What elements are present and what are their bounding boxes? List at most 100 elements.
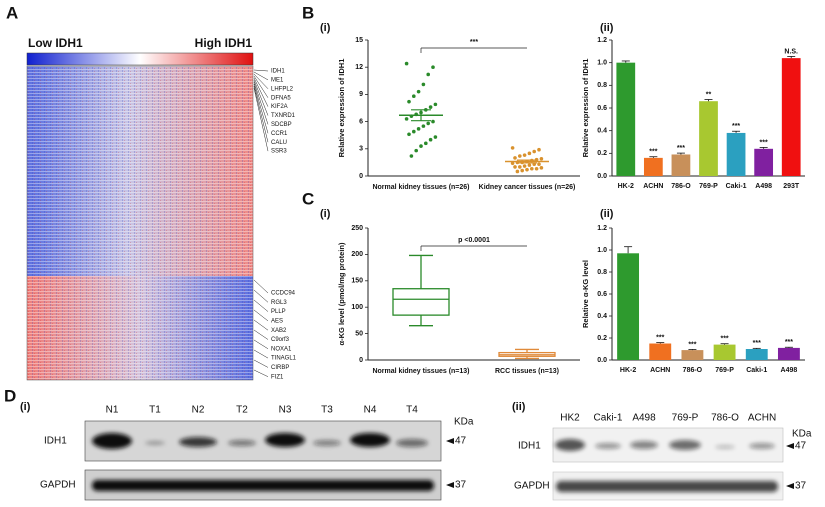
panel-sublabel: (ii) [600, 22, 614, 34]
data-point [433, 135, 438, 139]
y-tick-label: 0.0 [597, 173, 607, 180]
panel-label: A [6, 3, 18, 22]
y-tick-label: 200 [351, 251, 363, 258]
x-tick-label: Caki-1 [746, 367, 767, 374]
data-point [510, 146, 515, 150]
y-tick-label: 9 [359, 91, 363, 98]
bar [617, 253, 640, 360]
data-point [431, 119, 435, 124]
blot-bands [92, 433, 778, 492]
data-point [510, 161, 515, 166]
panel-sublabel: (ii) [600, 208, 614, 220]
x-tick-label: 769-P [715, 367, 734, 374]
data-point [518, 165, 522, 169]
leader-line [253, 299, 269, 312]
comparison-label: p <0.0001 [458, 237, 490, 244]
data-point [428, 137, 433, 142]
significance-label: N.S. [784, 48, 798, 55]
x-tick-label: HK-2 [618, 183, 634, 190]
lane-label: 769-P [672, 413, 699, 424]
lane-label: Caki-1 [594, 413, 623, 424]
data-point [527, 163, 532, 167]
y-tick-label: 1.0 [597, 60, 607, 67]
y-axis-label: α-KG level (pmol/mg protein) [337, 242, 346, 345]
blot-membrane [552, 427, 784, 463]
significance-label: *** [785, 339, 793, 346]
lane-label: T2 [236, 405, 248, 416]
leader-line [253, 69, 269, 72]
lane-label: ACHN [748, 413, 776, 424]
blot-membrane [552, 471, 784, 501]
leader-line [253, 339, 269, 350]
y-tick-label: 0.0 [597, 357, 607, 364]
bar [643, 157, 663, 176]
heatmap-texture [26, 65, 254, 381]
data-point [416, 127, 421, 131]
significance-label: *** [753, 340, 761, 347]
lane-label: 786-O [711, 413, 739, 424]
data-point [404, 117, 409, 121]
leader-line [253, 349, 269, 359]
leader-line [253, 85, 269, 143]
data-point [513, 165, 517, 169]
gene-label: CIRBP [271, 365, 289, 371]
marker-arrow [446, 438, 454, 444]
leader-line [253, 73, 269, 89]
x-tick-label: A498 [781, 367, 798, 374]
panel-label: B [302, 3, 314, 22]
lane-label: N1 [106, 405, 119, 416]
leader-line [253, 81, 269, 125]
gene-label: CALU [271, 140, 287, 146]
y-tick-label: 50 [355, 330, 363, 337]
bar [681, 350, 704, 360]
leader-line [253, 71, 269, 81]
marker-arrow [446, 482, 454, 488]
data-point [518, 154, 522, 158]
y-tick-label: 0.8 [597, 269, 607, 276]
x-tick-label: Normal kidney tissues (n=13) [372, 368, 469, 375]
y-tick-label: 0.4 [597, 128, 607, 135]
y-tick-label: 100 [351, 304, 363, 311]
marker-label: 37 [795, 481, 807, 492]
data-point [416, 89, 421, 94]
x-tick-label: Normal kidney tissues (n=26) [372, 184, 469, 191]
gene-label: XAB2 [271, 328, 287, 334]
y-tick-label: 0.2 [597, 150, 607, 157]
bar [616, 62, 636, 176]
significance-label: *** [760, 139, 768, 146]
panel-label: D [4, 386, 16, 405]
panel-sublabel: (ii) [512, 401, 526, 413]
color-scale [26, 52, 254, 66]
row-label: IDH1 [44, 436, 67, 447]
lane-label: T3 [321, 405, 333, 416]
data-point [530, 166, 534, 171]
y-tick-label: 150 [351, 278, 363, 285]
y-tick-label: 1.0 [597, 247, 607, 254]
box [392, 288, 450, 316]
x-tick-label: Kidney cancer tissues (n=26) [479, 184, 576, 191]
y-tick-label: 0.2 [597, 335, 607, 342]
panel-sublabel: (i) [20, 401, 31, 413]
y-tick-label: 3 [359, 146, 363, 153]
gene-label: C9orf3 [271, 337, 290, 343]
y-tick-label: 1.2 [597, 37, 607, 44]
leader-line [253, 369, 269, 377]
data-point [409, 154, 414, 158]
significance-label: *** [677, 145, 685, 152]
data-point [515, 169, 520, 174]
x-tick-label: Caki-1 [726, 183, 747, 190]
lane-label: T4 [406, 405, 418, 416]
y-tick-label: 0.6 [597, 105, 607, 112]
bar [671, 154, 691, 176]
x-tick-label: RCC tissues (n=13) [495, 368, 559, 375]
low-label: Low IDH1 [28, 36, 83, 50]
y-tick-label: 1.2 [597, 225, 607, 232]
data-point [537, 162, 541, 167]
y-axis-label: Relative expression of IDH1 [581, 59, 590, 158]
data-point [407, 99, 411, 104]
y-tick-label: 15 [355, 37, 363, 44]
leader-line [253, 329, 269, 340]
gene-label: CCR1 [271, 131, 288, 137]
panel-sublabel: (i) [320, 208, 331, 220]
